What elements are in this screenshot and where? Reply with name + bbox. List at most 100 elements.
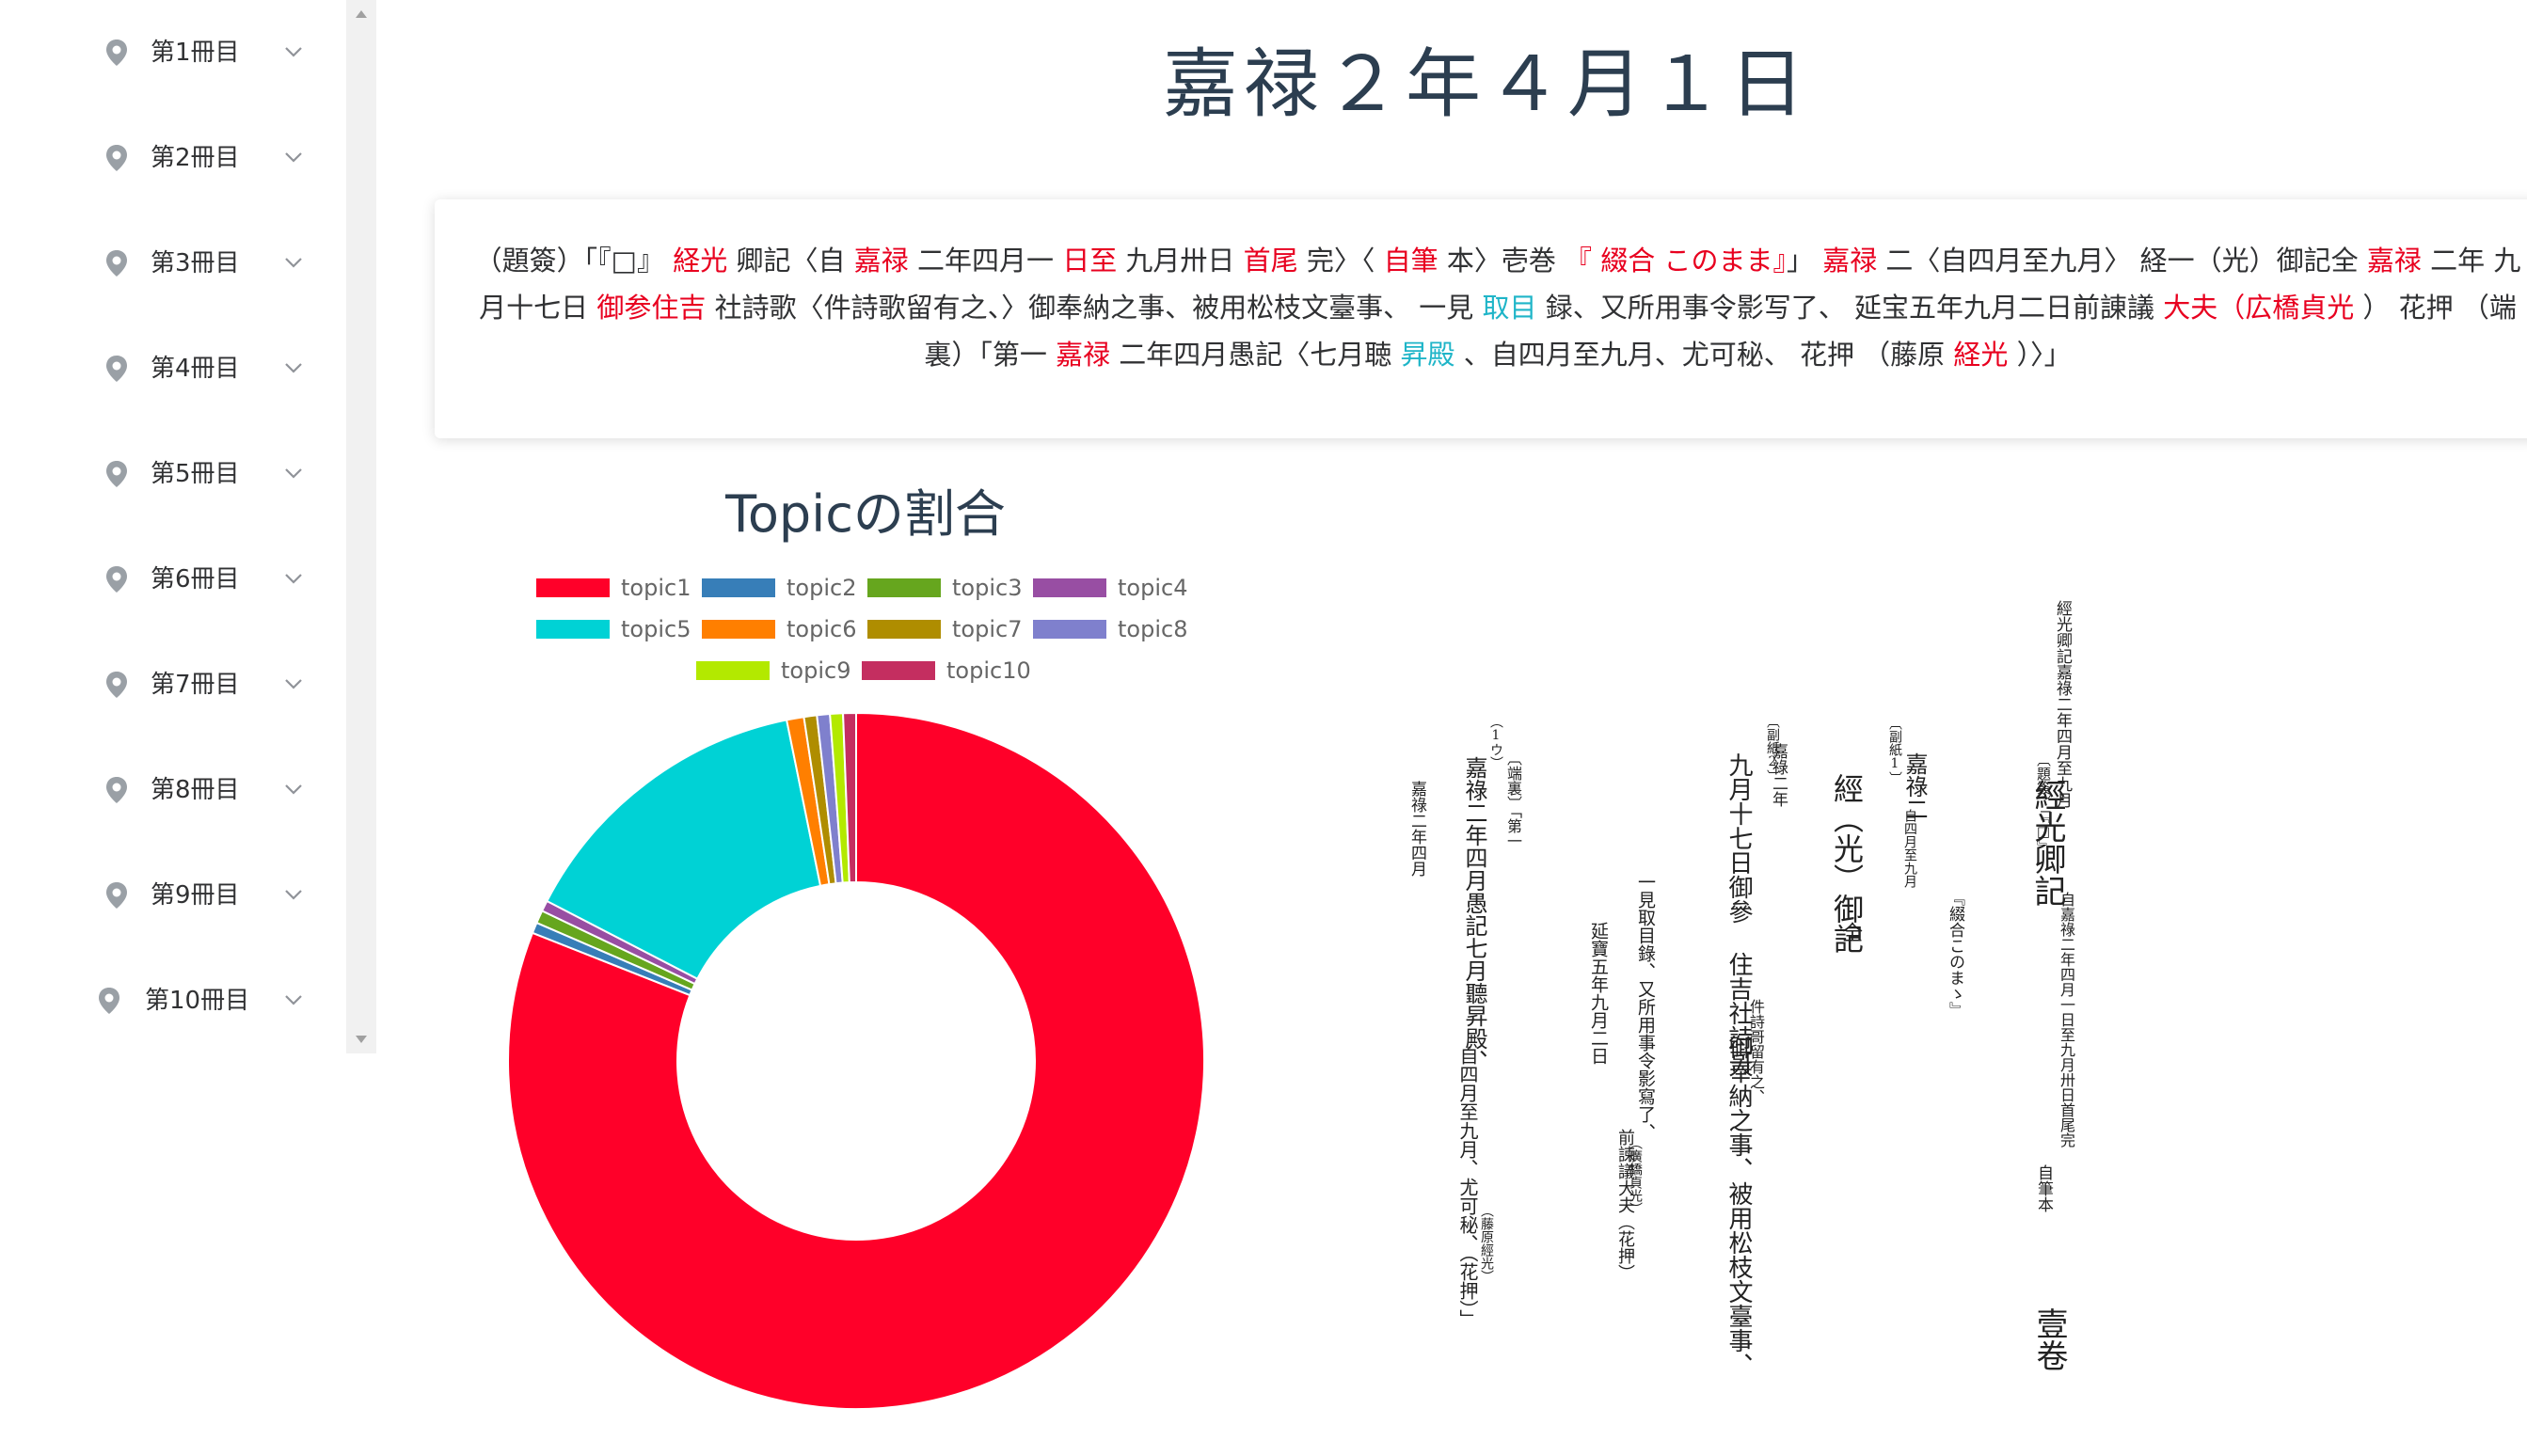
scroll-down-arrow-icon[interactable] <box>354 1033 369 1046</box>
highlight-entity[interactable]: 経光 <box>1953 339 2009 371</box>
location-pin-icon <box>106 40 127 66</box>
document-text-column: 自筆本 <box>2034 1164 2053 1212</box>
document-text-column: 御奉納之事、被用松枝文臺事、 <box>1724 1035 1753 1377</box>
legend-label: topic5 <box>621 616 691 642</box>
highlight-entity[interactable]: 嘉禄 <box>1822 245 1878 277</box>
sidebar-scrollbar[interactable] <box>346 0 376 1053</box>
text-segment: 二年四月一 <box>908 245 1063 277</box>
legend-label: topic10 <box>946 657 1031 684</box>
donut-slice-topic5[interactable] <box>546 719 822 981</box>
sidebar-item-label: 第1冊目 <box>151 39 240 67</box>
legend-item-topic5[interactable]: topic5 <box>536 615 691 643</box>
chevron-down-icon[interactable] <box>282 149 305 166</box>
legend-item-topic1[interactable]: topic1 <box>536 574 691 602</box>
highlight-entity[interactable]: 嘉禄 <box>1056 339 1111 371</box>
sidebar-item-volume-9[interactable]: 第9冊目 <box>0 867 346 924</box>
text-segment: 録、又所用事令影写了、 延宝五年九月二日前諌議 <box>1536 292 2164 324</box>
document-text-column: 〔端裏〕「第一 <box>1504 751 1522 848</box>
sidebar: 第1冊目第2冊目第3冊目第4冊目第5冊目第6冊目第7冊目第8冊目第9冊目第10冊… <box>0 0 346 1053</box>
document-text-column: 一見取目錄、又所用事令影寫了、 <box>1635 873 1656 1141</box>
sidebar-item-volume-7[interactable]: 第7冊目 <box>0 657 346 713</box>
text-segment: 卿記〈自 <box>727 245 854 277</box>
legend-item-topic8[interactable]: topic8 <box>1033 615 1187 643</box>
legend-label: topic6 <box>787 616 857 642</box>
text-segment: 完〉〈 <box>1297 245 1384 277</box>
donut-slice-topic10[interactable] <box>842 711 857 884</box>
legend-swatch <box>536 578 610 597</box>
legend-swatch <box>867 578 941 597</box>
text-segment: 二〈自四月至九月〉 経一（光）御記全 <box>1877 245 2367 277</box>
highlight-entity[interactable]: 日至 <box>1062 245 1118 277</box>
legend-label: topic1 <box>621 575 691 601</box>
text-segment: （題簽）「『□』 <box>474 245 674 277</box>
document-text-column: 嘉祿二年 <box>1769 743 1788 807</box>
legend-label: topic7 <box>952 616 1023 642</box>
chevron-down-icon[interactable] <box>282 570 305 587</box>
legend-item-topic2[interactable]: topic2 <box>702 574 856 602</box>
document-text-column: （廣橋貞光） <box>1628 1136 1643 1215</box>
sidebar-item-label: 第6冊目 <box>151 565 240 593</box>
legend-swatch <box>702 620 775 639</box>
highlight-term[interactable]: 昇殿 <box>1400 339 1455 371</box>
sidebar-item-label: 第10冊目 <box>145 987 250 1015</box>
document-text-column: 嘉祿二 <box>1901 752 1928 820</box>
donut-slice-topic1[interactable] <box>507 711 1205 1410</box>
sidebar-item-volume-3[interactable]: 第3冊目 <box>0 235 346 292</box>
legend-item-topic7[interactable]: topic7 <box>867 615 1022 643</box>
chevron-down-icon[interactable] <box>282 359 305 376</box>
legend-item-topic9[interactable]: topic9 <box>696 657 850 685</box>
sidebar-item-volume-10[interactable]: 第10冊目 <box>0 973 346 1029</box>
highlight-entity[interactable]: 『 綴合 このまま』 <box>1565 245 1787 277</box>
legend-item-topic6[interactable]: topic6 <box>702 615 856 643</box>
chevron-down-icon[interactable] <box>282 781 305 798</box>
chevron-down-icon[interactable] <box>282 886 305 903</box>
document-text-column: 〔副紙2〕 <box>1765 715 1780 783</box>
legend-label: topic3 <box>952 575 1023 601</box>
document-text-column: （藤原經光） <box>1479 1204 1494 1283</box>
transcription-text: （題簽）「『□』 経光 卿記〈自 嘉禄 二年四月一 日至 九月卅日 首尾 完〉〈… <box>472 237 2523 378</box>
document-text-column: 自四月至九月、尤可秘、（花押）」 <box>1456 1046 1479 1328</box>
highlight-entity[interactable]: 嘉禄 <box>853 245 909 277</box>
document-text-column: 件詩哥留有之、 <box>1747 999 1765 1104</box>
legend-item-topic10[interactable]: topic10 <box>862 657 1031 685</box>
chevron-down-icon[interactable] <box>282 43 305 60</box>
sidebar-item-volume-8[interactable]: 第8冊目 <box>0 762 346 818</box>
legend-item-topic4[interactable]: topic4 <box>1033 574 1187 602</box>
location-pin-icon <box>106 672 127 698</box>
highlight-entity[interactable]: 自筆 <box>1383 245 1438 277</box>
chart-title: Topicの割合 <box>725 484 1006 544</box>
legend-item-topic3[interactable]: topic3 <box>867 574 1022 602</box>
sidebar-item-volume-1[interactable]: 第1冊目 <box>0 24 346 81</box>
chevron-down-icon[interactable] <box>282 991 305 1008</box>
sidebar-item-label: 第8冊目 <box>151 776 240 804</box>
chevron-down-icon[interactable] <box>282 675 305 692</box>
sidebar-item-volume-6[interactable]: 第6冊目 <box>0 551 346 608</box>
highlight-entity[interactable]: 大夫（広橋貞光 <box>2163 292 2355 324</box>
highlight-entity[interactable]: 嘉禄 <box>2366 245 2422 277</box>
chevron-down-icon[interactable] <box>282 465 305 482</box>
topic-donut-chart <box>507 711 1205 1410</box>
document-text-column: 自四月至九月 <box>1902 809 1917 888</box>
document-text-column: 經（光）御記 <box>1829 773 1865 954</box>
sidebar-item-volume-4[interactable]: 第4冊目 <box>0 340 346 397</box>
highlight-entity[interactable]: 御参住吉 <box>596 292 707 324</box>
highlight-entity[interactable]: 経光 <box>673 245 728 277</box>
document-text-column: 前諫議大夫（花押） <box>1615 1129 1635 1281</box>
location-pin-icon <box>106 145 127 171</box>
document-text-column: 嘉祿二年四月愚記七月聽昇殿、 <box>1461 756 1487 1072</box>
highlight-term[interactable]: 取目 <box>1482 292 1537 324</box>
legend-label: topic9 <box>781 657 851 684</box>
sidebar-item-volume-2[interactable]: 第2冊目 <box>0 130 346 186</box>
location-pin-icon <box>106 566 127 593</box>
document-text-column: 全 <box>1838 922 1862 942</box>
highlight-entity[interactable]: 首尾 <box>1243 245 1298 277</box>
document-text-column: 經光卿記 <box>2028 779 2066 907</box>
scroll-up-arrow-icon[interactable] <box>354 8 369 21</box>
location-pin-icon <box>99 988 119 1014</box>
location-pin-icon <box>106 882 127 909</box>
sidebar-item-volume-5[interactable]: 第5冊目 <box>0 446 346 502</box>
document-text-column: （1ウ） <box>1488 715 1503 769</box>
text-segment: 社詩歌〈件詩歌留有之、〉御奉納之事、被用松枝文臺事、 一見 <box>706 292 1483 324</box>
legend-swatch <box>867 620 941 639</box>
chevron-down-icon[interactable] <box>282 254 305 271</box>
